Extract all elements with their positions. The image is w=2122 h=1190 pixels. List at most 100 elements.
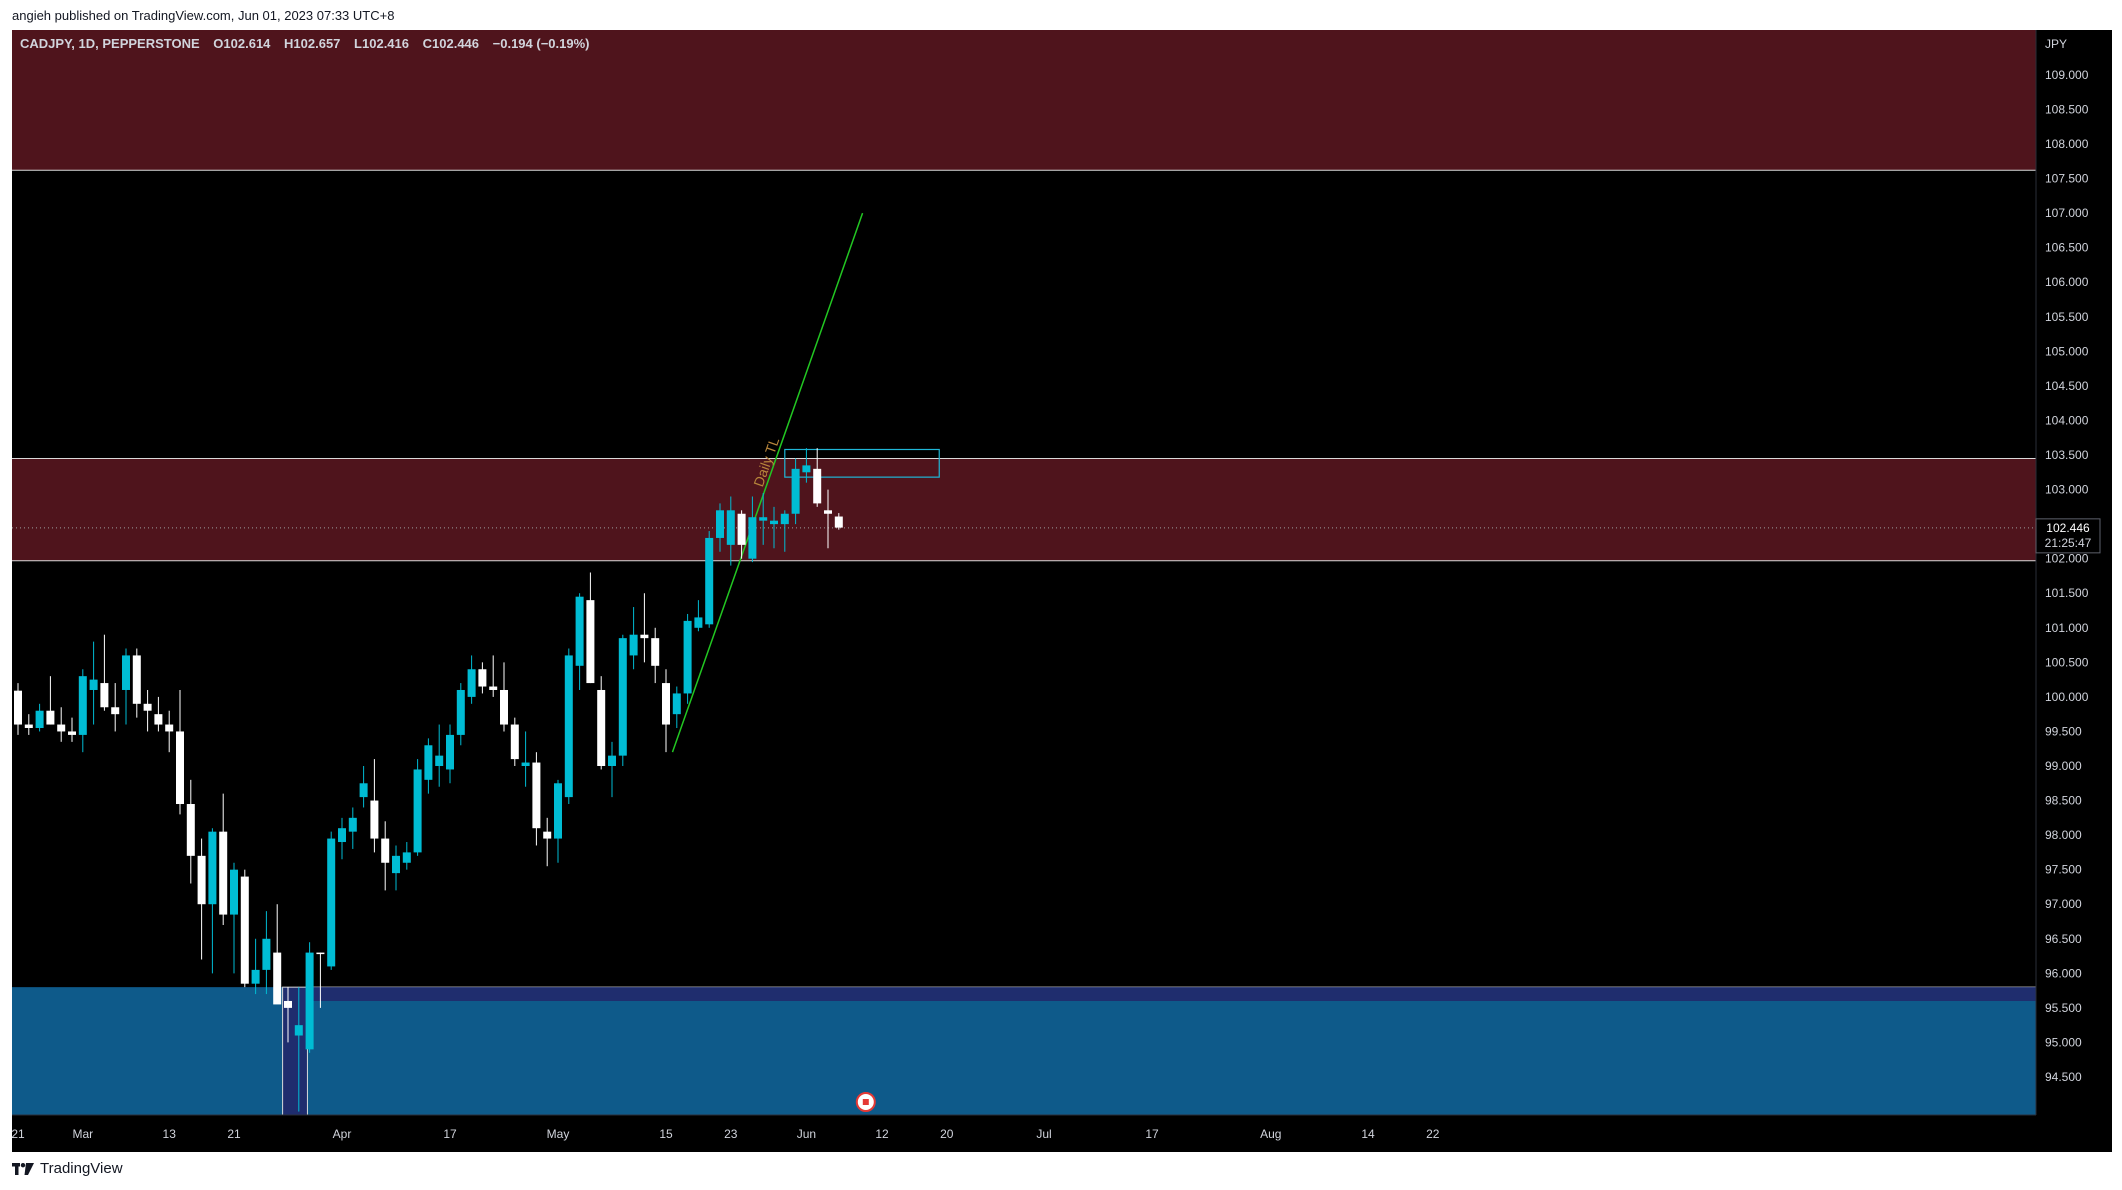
candle-body	[489, 686, 498, 690]
price-tick-label: 97.500	[2045, 863, 2082, 877]
publisher-line: angieh published on TradingView.com, Jun…	[12, 8, 395, 23]
price-tick-label: 96.500	[2045, 932, 2082, 946]
candle-body	[240, 876, 249, 984]
candle-body	[640, 634, 649, 639]
time-tick-label: 21	[227, 1127, 241, 1141]
candle-body	[510, 724, 519, 760]
candle-body	[543, 831, 552, 839]
price-tick-label: 94.500	[2045, 1070, 2082, 1084]
candle-body	[521, 762, 530, 767]
tradingview-brand[interactable]: TradingView	[12, 1160, 123, 1177]
time-tick-label: 21	[12, 1127, 25, 1141]
candle-body	[143, 703, 152, 711]
price-tick-label: 99.500	[2045, 724, 2082, 738]
price-tick-label: 106.000	[2045, 275, 2089, 289]
candle-body	[100, 683, 109, 708]
candle-body	[791, 468, 800, 514]
candle-body	[780, 513, 789, 525]
high-value: 102.657	[293, 36, 340, 51]
chart-background	[12, 30, 2112, 1152]
chart-frame[interactable]: CADJPY, 1D, PEPPERSTONE O102.614 H102.65…	[11, 30, 2112, 1152]
candle-body	[68, 731, 76, 735]
candle-body	[46, 710, 55, 725]
time-tick-label: 14	[1361, 1127, 1375, 1141]
price-tick-label: 103.000	[2045, 483, 2089, 497]
candle-body	[532, 762, 541, 829]
candle-body	[597, 689, 606, 767]
candle-body	[57, 724, 66, 732]
price-tick-label: 103.500	[2045, 448, 2089, 462]
candle-body	[381, 838, 390, 863]
price-tick-label: 107.500	[2045, 172, 2089, 186]
tradingview-logo-icon	[12, 1162, 34, 1175]
price-tick-label: 101.500	[2045, 586, 2089, 600]
price-tick-label: 105.500	[2045, 310, 2089, 324]
open-value: 102.614	[223, 36, 271, 51]
candle-body	[737, 513, 746, 545]
candle-body	[770, 520, 778, 525]
close-label: C	[423, 36, 433, 51]
canada-flag-icon	[855, 1092, 876, 1112]
change-value: −0.194 (−0.19%)	[493, 36, 590, 51]
tradingview-wordmark: TradingView	[40, 1160, 123, 1177]
order-block-box	[784, 448, 940, 478]
zone-demand-origin	[282, 986, 308, 1116]
candle-body	[208, 831, 217, 905]
ohlc-legend: CADJPY, 1D, PEPPERSTONE O102.614 H102.65…	[20, 36, 590, 51]
candle-body	[14, 690, 22, 725]
candle-body	[608, 755, 616, 767]
time-tick-label: Apr	[333, 1127, 352, 1141]
price-tick-label: 101.000	[2045, 621, 2089, 635]
candle-body	[705, 537, 714, 625]
time-axis[interactable]: 21 Mar 13 21 Apr 17 May 15 23 Jun 12 20 Jul 17 Aug 14 22	[11, 1092, 1440, 1141]
publish-header: angieh published on TradingView.com, Jun…	[0, 0, 2122, 30]
candle-body	[89, 679, 98, 690]
low-label: L	[354, 36, 362, 51]
candle-body	[294, 1025, 303, 1036]
candle-body	[618, 638, 627, 756]
time-tick-label: Mar	[72, 1127, 93, 1141]
zone-upper-supply	[12, 30, 2036, 171]
candle-body	[305, 952, 314, 1050]
candle-body	[284, 1000, 292, 1008]
candle-body	[327, 838, 336, 967]
daily-trendline	[671, 212, 864, 753]
candle-body	[446, 734, 454, 770]
zone-demand-band	[307, 987, 2037, 1001]
price-tick-label: 97.000	[2045, 897, 2082, 911]
candle-body	[165, 724, 174, 732]
time-tick-label: 23	[724, 1127, 738, 1141]
price-tick-label: 100.500	[2045, 655, 2089, 669]
candlestick-chart[interactable]: CADJPY, 1D, PEPPERSTONE O102.614 H102.65…	[11, 30, 2112, 1152]
candle-body	[662, 683, 670, 725]
candle-body	[186, 804, 195, 856]
high-label: H	[284, 36, 293, 51]
candle-body	[359, 783, 368, 798]
candle-body	[251, 969, 260, 984]
price-tick-label: 98.500	[2045, 794, 2082, 808]
candle-body	[78, 676, 87, 735]
price-tick-label: 104.500	[2045, 379, 2089, 393]
price-tick-label: 96.000	[2045, 966, 2082, 980]
time-tick-label: 22	[1426, 1127, 1440, 1141]
candle-body	[726, 510, 735, 545]
price-tick-label: 104.000	[2045, 413, 2089, 427]
time-tick-label: 17	[1145, 1127, 1159, 1141]
bar-countdown: 21:25:47	[2045, 536, 2092, 550]
candle-body	[813, 468, 822, 504]
price-tick-label: 108.500	[2045, 102, 2089, 116]
candle-body	[759, 517, 768, 521]
candles-layer	[14, 448, 843, 1112]
price-tick-label: 107.000	[2045, 206, 2089, 220]
price-tick-label: 98.000	[2045, 828, 2082, 842]
price-tick-label: 95.000	[2045, 1035, 2082, 1049]
candle-body	[424, 745, 433, 780]
candle-body	[672, 693, 681, 715]
candle-body	[370, 800, 379, 839]
price-tick-label: 95.500	[2045, 1001, 2082, 1015]
candle-body	[824, 510, 832, 514]
publish-footer: TradingView	[0, 1152, 2122, 1190]
close-value: 102.446	[432, 36, 479, 51]
symbol-info: CADJPY, 1D, PEPPERSTONE	[20, 36, 200, 51]
open-label: O	[213, 36, 223, 51]
